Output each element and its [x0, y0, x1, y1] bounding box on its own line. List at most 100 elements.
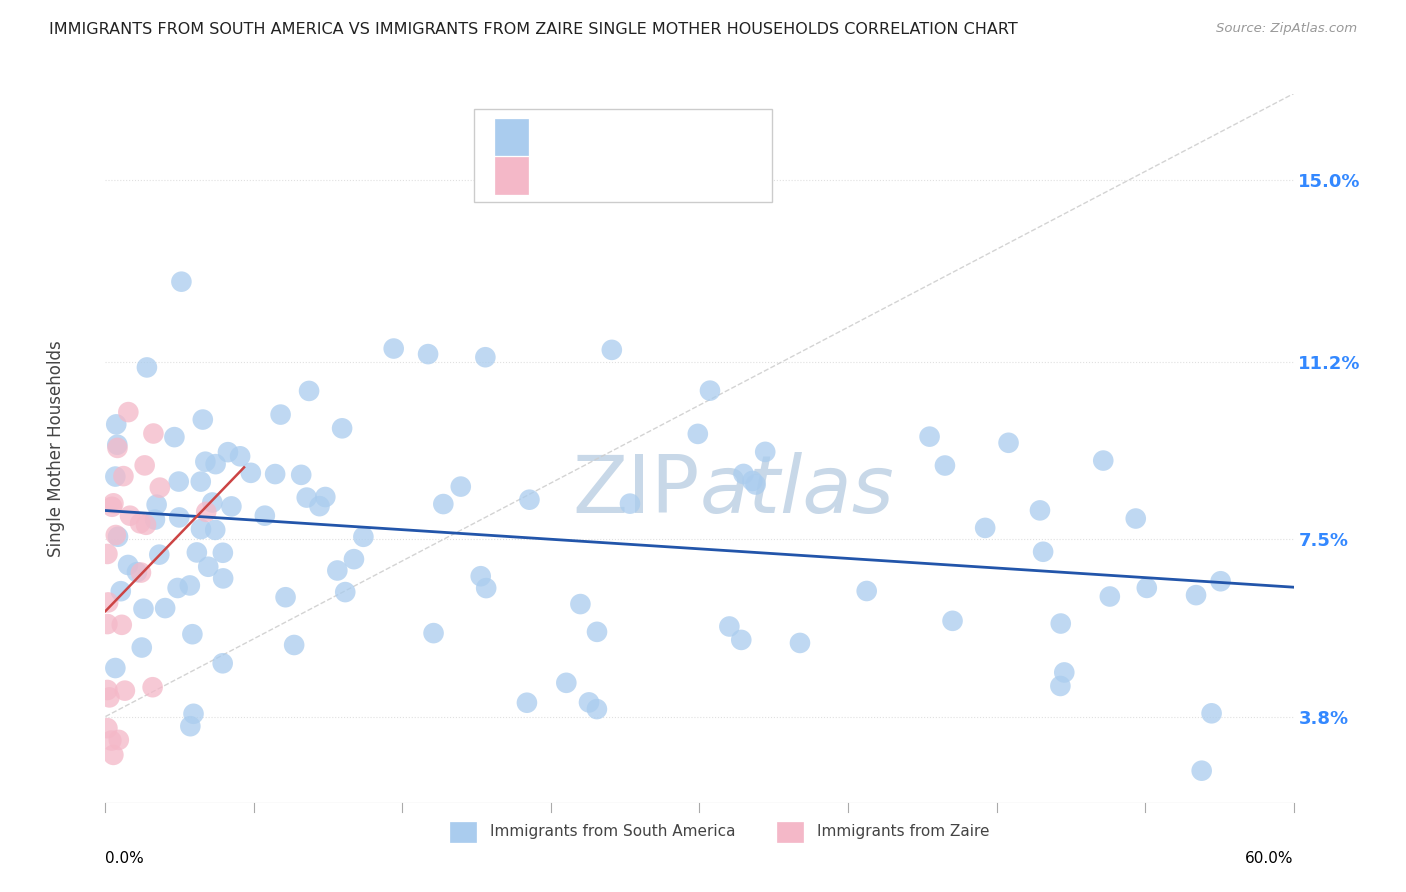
Point — [326, 564, 349, 578]
Point — [110, 584, 132, 599]
Point — [718, 619, 741, 633]
Point — [555, 675, 578, 690]
Point — [918, 430, 941, 444]
Point — [516, 696, 538, 710]
Point — [229, 450, 252, 464]
Text: 60.0%: 60.0% — [1246, 851, 1294, 866]
Point — [239, 466, 262, 480]
Point — [699, 384, 721, 398]
Point — [204, 523, 226, 537]
Point — [600, 343, 623, 357]
Point — [204, 457, 226, 471]
Point — [733, 467, 755, 481]
Text: R =: R = — [540, 167, 576, 186]
Text: Immigrants from Zaire: Immigrants from Zaire — [817, 824, 990, 839]
Point — [181, 627, 204, 641]
Point — [295, 491, 318, 505]
Point — [855, 584, 877, 599]
FancyBboxPatch shape — [776, 822, 803, 842]
Point — [107, 732, 129, 747]
Point — [586, 702, 609, 716]
Point — [96, 683, 118, 698]
Point — [100, 733, 122, 747]
Point — [148, 548, 170, 562]
Point — [114, 683, 136, 698]
Point — [97, 595, 120, 609]
Text: IMMIGRANTS FROM SOUTH AMERICA VS IMMIGRANTS FROM ZAIRE SINGLE MOTHER HOUSEHOLDS : IMMIGRANTS FROM SOUTH AMERICA VS IMMIGRA… — [49, 22, 1018, 37]
FancyBboxPatch shape — [474, 109, 772, 202]
Point — [1185, 588, 1208, 602]
Point — [211, 546, 233, 560]
Point — [941, 614, 963, 628]
Point — [308, 499, 330, 513]
Point — [569, 597, 592, 611]
Point — [103, 496, 125, 510]
Point — [112, 469, 135, 483]
Point — [96, 617, 118, 632]
Point — [142, 680, 165, 694]
Point — [104, 661, 127, 675]
Point — [934, 458, 956, 473]
Text: R =: R = — [540, 128, 576, 147]
Point — [1125, 511, 1147, 525]
Point — [134, 458, 156, 473]
Point — [1136, 581, 1159, 595]
Point — [586, 624, 609, 639]
Text: -0.097: -0.097 — [588, 128, 647, 147]
Point — [170, 275, 193, 289]
Point — [96, 547, 118, 561]
Point — [754, 445, 776, 459]
Point — [98, 690, 121, 705]
Point — [135, 517, 157, 532]
Point — [314, 490, 336, 504]
Point — [104, 528, 127, 542]
Point — [217, 445, 239, 459]
Point — [450, 480, 472, 494]
Point — [686, 426, 709, 441]
Text: atlas: atlas — [700, 451, 894, 530]
Text: 26: 26 — [716, 167, 740, 186]
Point — [118, 508, 141, 523]
Point — [578, 695, 600, 709]
Point — [111, 617, 134, 632]
Point — [1029, 503, 1052, 517]
Point — [343, 552, 366, 566]
Point — [105, 417, 128, 432]
Point — [1092, 453, 1115, 467]
Point — [274, 591, 297, 605]
Point — [422, 626, 444, 640]
FancyBboxPatch shape — [495, 119, 529, 155]
Point — [211, 657, 233, 671]
Text: 100: 100 — [716, 128, 751, 147]
Point — [132, 601, 155, 615]
Text: Source: ZipAtlas.com: Source: ZipAtlas.com — [1216, 22, 1357, 36]
Point — [1032, 545, 1054, 559]
Point — [270, 408, 292, 422]
Point — [167, 475, 190, 489]
Point — [335, 585, 357, 599]
Point — [107, 530, 129, 544]
Point — [103, 747, 125, 762]
Point — [145, 498, 167, 512]
Point — [382, 342, 405, 356]
Point — [221, 500, 243, 514]
Text: 0.0%: 0.0% — [105, 851, 145, 866]
Point — [163, 430, 186, 444]
Point — [283, 638, 305, 652]
Point — [212, 571, 235, 585]
Point — [149, 481, 172, 495]
Text: N =: N = — [654, 167, 700, 186]
Point — [143, 513, 166, 527]
Point — [107, 441, 129, 455]
Point — [105, 438, 128, 452]
Point — [475, 581, 498, 595]
FancyBboxPatch shape — [450, 822, 477, 842]
Point — [1053, 665, 1076, 680]
Point — [131, 640, 153, 655]
Text: 0.176: 0.176 — [588, 167, 640, 186]
Text: Single Mother Households: Single Mother Households — [46, 340, 65, 557]
Text: ZIP: ZIP — [572, 451, 700, 530]
Point — [974, 521, 997, 535]
Point — [117, 405, 139, 419]
Point — [129, 566, 152, 580]
